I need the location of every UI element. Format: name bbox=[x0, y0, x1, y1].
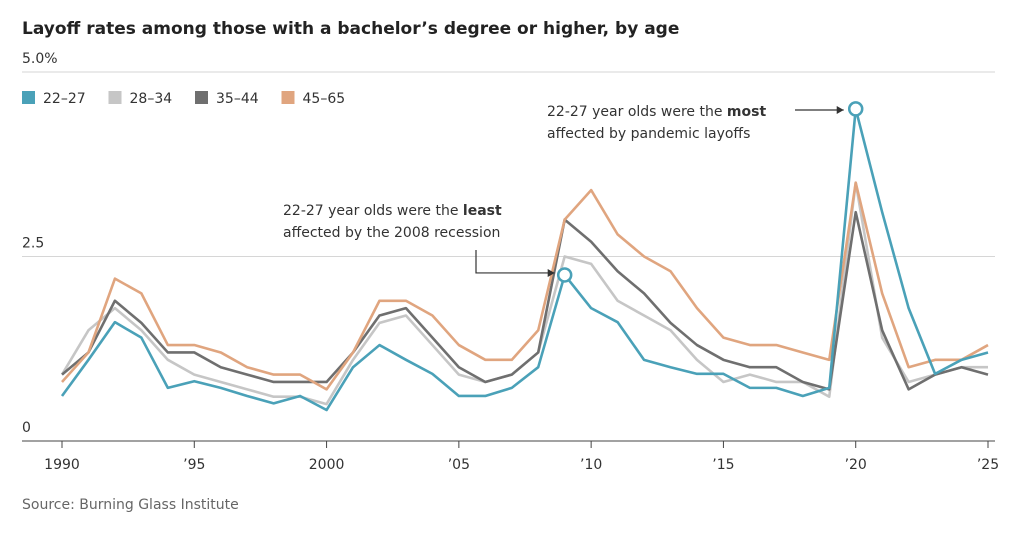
series-line bbox=[60, 107, 989, 412]
annotation-emphasis: least bbox=[463, 203, 502, 219]
legend-swatch bbox=[108, 91, 122, 104]
y-tick-label: 2.5 bbox=[22, 236, 44, 252]
annotation-text: 22-27 year olds were the most bbox=[547, 104, 766, 120]
annotation-text: 22-27 year olds were the least bbox=[283, 203, 502, 219]
legend-label: 45–65 bbox=[303, 91, 346, 107]
legend-swatch bbox=[22, 91, 35, 104]
annotation-emphasis: most bbox=[727, 104, 767, 120]
annotation-arrow bbox=[475, 250, 555, 274]
highlight-point bbox=[556, 267, 573, 283]
x-tick-label: ’95 bbox=[183, 457, 205, 473]
annotation-text: affected by the 2008 recession bbox=[283, 225, 500, 241]
annotation-text: affected by pandemic layoffs bbox=[547, 126, 750, 142]
x-tick-label: ’25 bbox=[977, 457, 999, 473]
y-tick-label: 0 bbox=[22, 420, 31, 436]
y-tick-label: 5.0% bbox=[22, 51, 58, 67]
legend-label: 35–44 bbox=[216, 91, 259, 107]
series-line bbox=[61, 210, 989, 391]
x-tick-label: 2000 bbox=[309, 457, 345, 473]
legend-swatch bbox=[195, 91, 208, 104]
arrow-head bbox=[547, 268, 555, 277]
arrow-head bbox=[836, 106, 844, 114]
x-tick-label: ’15 bbox=[712, 457, 734, 473]
highlight-point bbox=[847, 101, 864, 117]
annotation-segment: 22-27 year olds were the bbox=[547, 104, 727, 120]
legend-swatch bbox=[281, 91, 295, 104]
annotation-segment: 22-27 year olds were the bbox=[283, 203, 463, 219]
annotation-segment: affected by pandemic layoffs bbox=[547, 126, 750, 142]
x-tick-label: ’10 bbox=[580, 457, 602, 473]
x-tick-label: ’05 bbox=[448, 457, 470, 473]
chart-title: Layoff rates among those with a bachelor… bbox=[22, 19, 679, 39]
legend-label: 22–27 bbox=[43, 91, 86, 107]
series-line bbox=[61, 181, 989, 391]
x-tick-label: 1990 bbox=[44, 457, 80, 473]
x-tick-label: ’20 bbox=[845, 457, 867, 473]
series-line bbox=[60, 181, 988, 406]
source: Source: Burning Glass Institute bbox=[22, 497, 239, 513]
annotation-segment: affected by the 2008 recession bbox=[283, 225, 500, 241]
legend-label: 28–34 bbox=[130, 91, 173, 107]
